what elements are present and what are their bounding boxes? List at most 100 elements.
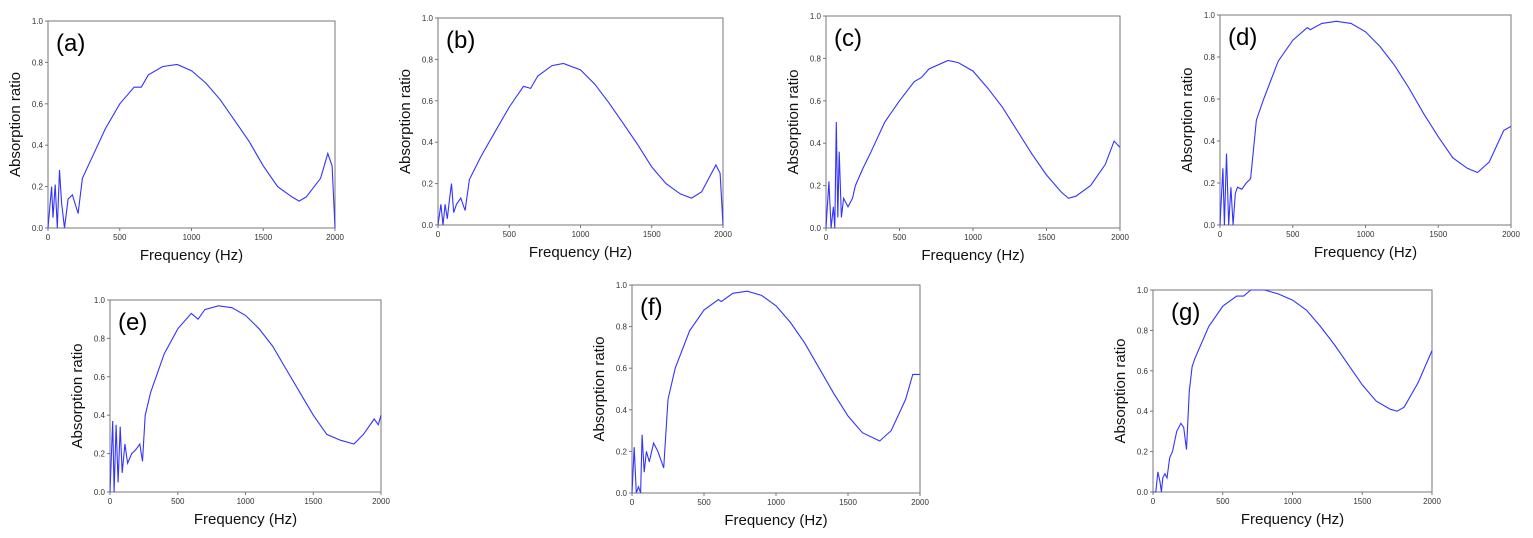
x-tick-label: 0 — [1218, 230, 1223, 239]
y-tick-label: 0.6 — [810, 97, 822, 106]
y-tick-label: 1.0 — [616, 281, 628, 290]
y-tick-label: 0.2 — [1204, 179, 1216, 188]
y-tick-label: 0.8 — [1137, 326, 1149, 335]
x-tick-label: 0 — [824, 233, 829, 242]
panel-label: (e) — [118, 309, 147, 336]
y-tick-label: 0.0 — [32, 224, 44, 233]
x-tick-label: 1500 — [1353, 497, 1371, 506]
plot-frame — [1219, 14, 1512, 226]
x-axis-label: Frequency (Hz) — [921, 247, 1024, 264]
x-tick-label: 2000 — [714, 230, 732, 239]
panel-d: 0 500 1000 1500 2000 0.0 0.2 0.4 0.6 0.8 1.0 Freque… — [1179, 11, 1520, 261]
y-axis-label: Absorption ratio — [397, 69, 414, 174]
x-tick-label: 1500 — [839, 498, 857, 507]
y-axis-label: Absorption ratio — [69, 343, 86, 448]
y-tick-label: 0.2 — [810, 182, 822, 191]
y-tick-label: 0.6 — [422, 97, 434, 106]
panel-b: 0 500 1000 1500 2000 0.0 0.2 0.4 0.6 0.8 1.0 Freque… — [397, 14, 732, 261]
plot-frame — [109, 299, 382, 493]
y-tick-label: 0.0 — [94, 488, 106, 497]
y-axis-label: Absorption ratio — [591, 336, 608, 441]
x-axis-label: Frequency (Hz) — [140, 247, 243, 264]
y-tick-label: 0.8 — [32, 58, 44, 67]
panel-label: (b) — [446, 27, 475, 54]
y-tick-label: 0.4 — [1204, 137, 1216, 146]
absorption-curve — [47, 63, 336, 229]
y-tick-label: 1.0 — [94, 296, 106, 305]
x-tick-label: 2000 — [326, 233, 344, 242]
y-tick-label: 0.4 — [616, 406, 628, 415]
x-tick-label: 500 — [1216, 497, 1230, 506]
x-tick-label: 1000 — [1357, 230, 1375, 239]
absorption-curve — [1153, 289, 1433, 493]
y-tick-label: 0.4 — [94, 411, 106, 420]
x-tick-label: 500 — [171, 497, 185, 506]
y-tick-label: 0.6 — [1204, 95, 1216, 104]
y-tick-label: 0.2 — [1137, 448, 1149, 457]
y-tick-label: 0.0 — [810, 224, 822, 233]
panel-label: (a) — [56, 30, 85, 57]
absorption-curve — [825, 59, 1121, 229]
y-tick-label: 0.0 — [1204, 221, 1216, 230]
y-tick-label: 1.0 — [1204, 11, 1216, 20]
y-tick-label: 0.4 — [422, 138, 434, 147]
x-tick-label: 1500 — [643, 230, 661, 239]
x-tick-label: 2000 — [372, 497, 390, 506]
x-tick-label: 1000 — [183, 233, 201, 242]
x-tick-label: 2000 — [1502, 230, 1520, 239]
y-tick-label: 0.4 — [810, 139, 822, 148]
panel-e: 0 500 1000 1500 2000 0.0 0.2 0.4 0.6 0.8 1.0 Freque… — [69, 296, 390, 528]
panel-label: (c) — [834, 25, 862, 52]
x-axis-label: Frequency (Hz) — [1241, 511, 1344, 528]
y-tick-label: 0.6 — [1137, 367, 1149, 376]
x-tick-label: 2000 — [1423, 497, 1441, 506]
x-tick-label: 500 — [893, 233, 907, 242]
absorption-curve — [109, 305, 382, 493]
absorption-curve — [1219, 20, 1512, 226]
x-tick-label: 2000 — [1111, 233, 1129, 242]
x-tick-label: 0 — [436, 230, 441, 239]
y-tick-label: 0.8 — [616, 323, 628, 332]
x-tick-label: 1000 — [767, 498, 785, 507]
x-tick-label: 1500 — [1038, 233, 1056, 242]
x-tick-label: 0 — [1151, 497, 1156, 506]
panel-label: (g) — [1171, 299, 1200, 326]
x-tick-label: 0 — [46, 233, 51, 242]
x-tick-label: 0 — [108, 497, 113, 506]
panel-a: 0 500 1000 1500 2000 0.0 0.2 0.4 0.6 0.8 1.0 Freque… — [7, 17, 344, 264]
x-tick-label: 0 — [630, 498, 635, 507]
x-tick-label: 2000 — [911, 498, 929, 507]
y-tick-label: 0.4 — [1137, 407, 1149, 416]
y-tick-label: 1.0 — [1137, 286, 1149, 295]
y-tick-label: 0.2 — [94, 450, 106, 459]
y-axis-label: Absorption ratio — [7, 72, 24, 177]
y-tick-label: 0.2 — [616, 447, 628, 456]
y-tick-label: 1.0 — [422, 14, 434, 23]
x-axis-label: Frequency (Hz) — [724, 512, 827, 529]
plot-frame — [631, 284, 921, 494]
x-tick-label: 500 — [697, 498, 711, 507]
absorption-curve — [631, 290, 920, 494]
x-tick-label: 500 — [1286, 230, 1300, 239]
y-tick-label: 0.8 — [810, 54, 822, 63]
y-axis-label: Absorption ratio — [785, 69, 802, 174]
panel-label: (f) — [640, 294, 663, 321]
y-tick-label: 0.6 — [32, 100, 44, 109]
y-tick-label: 1.0 — [32, 17, 44, 26]
y-tick-label: 1.0 — [810, 12, 822, 21]
y-tick-label: 0.2 — [422, 180, 434, 189]
panel-label: (d) — [1228, 24, 1257, 51]
y-axis-label: Absorption ratio — [1179, 67, 1196, 172]
x-tick-label: 1500 — [254, 233, 272, 242]
x-axis-label: Frequency (Hz) — [1314, 244, 1417, 261]
x-tick-label: 500 — [113, 233, 127, 242]
x-tick-label: 1500 — [1429, 230, 1447, 239]
y-tick-label: 0.0 — [1137, 488, 1149, 497]
y-tick-label: 0.2 — [32, 183, 44, 192]
y-axis-label: Absorption ratio — [1112, 338, 1129, 443]
y-tick-label: 0.0 — [616, 489, 628, 498]
y-tick-label: 0.6 — [616, 364, 628, 373]
panel-g: 0 500 1000 1500 2000 0.0 0.2 0.4 0.6 0.8 1.0 Freque… — [1112, 286, 1441, 528]
x-axis-label: Frequency (Hz) — [194, 511, 297, 528]
